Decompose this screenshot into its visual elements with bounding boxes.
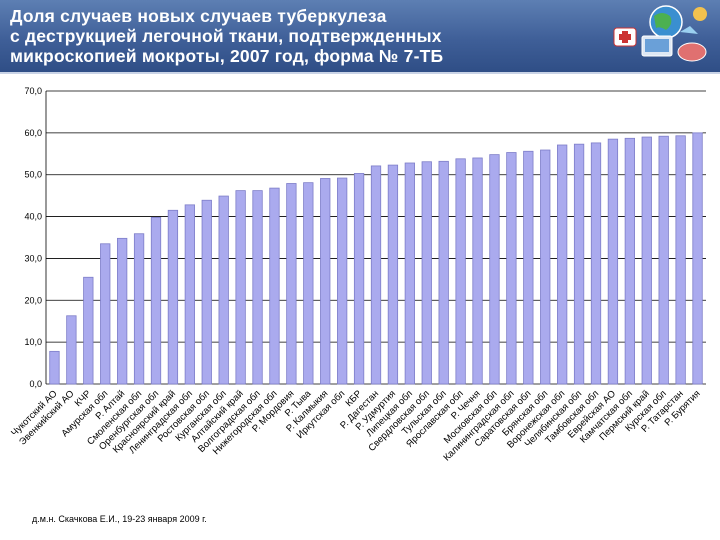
bar	[370, 165, 382, 385]
title-line-2: с деструкцией легочной ткани, подтвержде…	[10, 26, 442, 46]
bar	[218, 195, 229, 385]
bar	[421, 161, 432, 385]
bar	[66, 315, 77, 385]
bar	[573, 143, 585, 385]
page-title: Доля случаев новых случаев туберкулеза с…	[10, 6, 600, 66]
bar	[49, 350, 60, 385]
title-line-3: микроскопией мокроты, 2007 год, форма № …	[10, 46, 444, 66]
bar	[133, 233, 145, 385]
y-tick-label: 20,0	[24, 295, 42, 305]
y-axis-tick-labels: 0,0 10,0 20,0 30,0 40,0 50,0 60,0 70,0	[24, 86, 42, 389]
footer-credit: д.м.н. Скачкова Е.И., 19-23 января 2009 …	[32, 514, 207, 524]
y-tick-label: 40,0	[24, 212, 42, 222]
bar	[303, 182, 314, 385]
bar	[557, 144, 568, 385]
bar	[472, 157, 483, 385]
medical-logo-collage	[610, 2, 714, 72]
bar	[404, 162, 415, 385]
title-banner: Доля случаев новых случаев туберкулеза с…	[0, 0, 720, 74]
bar	[117, 237, 128, 385]
bar	[387, 164, 399, 385]
bar	[167, 209, 179, 385]
y-tick-label: 70,0	[24, 86, 42, 96]
bar	[320, 178, 331, 385]
bar	[590, 142, 602, 385]
bar	[658, 135, 669, 385]
bar	[540, 149, 551, 385]
bar	[675, 135, 686, 385]
bar	[252, 190, 263, 385]
y-tick-label: 0,0	[29, 379, 42, 389]
bar	[438, 160, 449, 385]
bar	[506, 152, 517, 385]
y-tick-label: 60,0	[24, 128, 42, 138]
bar	[489, 154, 500, 385]
bar	[607, 138, 619, 385]
title-line-1: Доля случаев новых случаев туберкулеза	[10, 6, 387, 26]
bar	[286, 183, 297, 385]
bar	[455, 158, 466, 385]
bar	[201, 199, 212, 385]
medical-logo-icon	[613, 5, 707, 62]
bar-chart: 0,0 10,0 20,0 30,0 40,0 50,0 60,0 70,0 Чукотски…	[9, 86, 706, 464]
bars	[49, 132, 703, 385]
bar	[150, 217, 162, 385]
bar	[692, 132, 703, 385]
y-tick-label: 10,0	[24, 337, 42, 347]
y-tick-label: 50,0	[24, 170, 42, 180]
bar	[337, 177, 348, 385]
bar	[83, 276, 94, 385]
bar	[184, 204, 195, 385]
bar	[100, 243, 111, 385]
bar	[235, 190, 246, 385]
bar	[641, 136, 652, 385]
y-tick-label: 30,0	[24, 253, 42, 263]
bar	[624, 137, 635, 385]
bar	[269, 187, 280, 385]
bar	[523, 150, 534, 385]
bar	[353, 173, 365, 385]
